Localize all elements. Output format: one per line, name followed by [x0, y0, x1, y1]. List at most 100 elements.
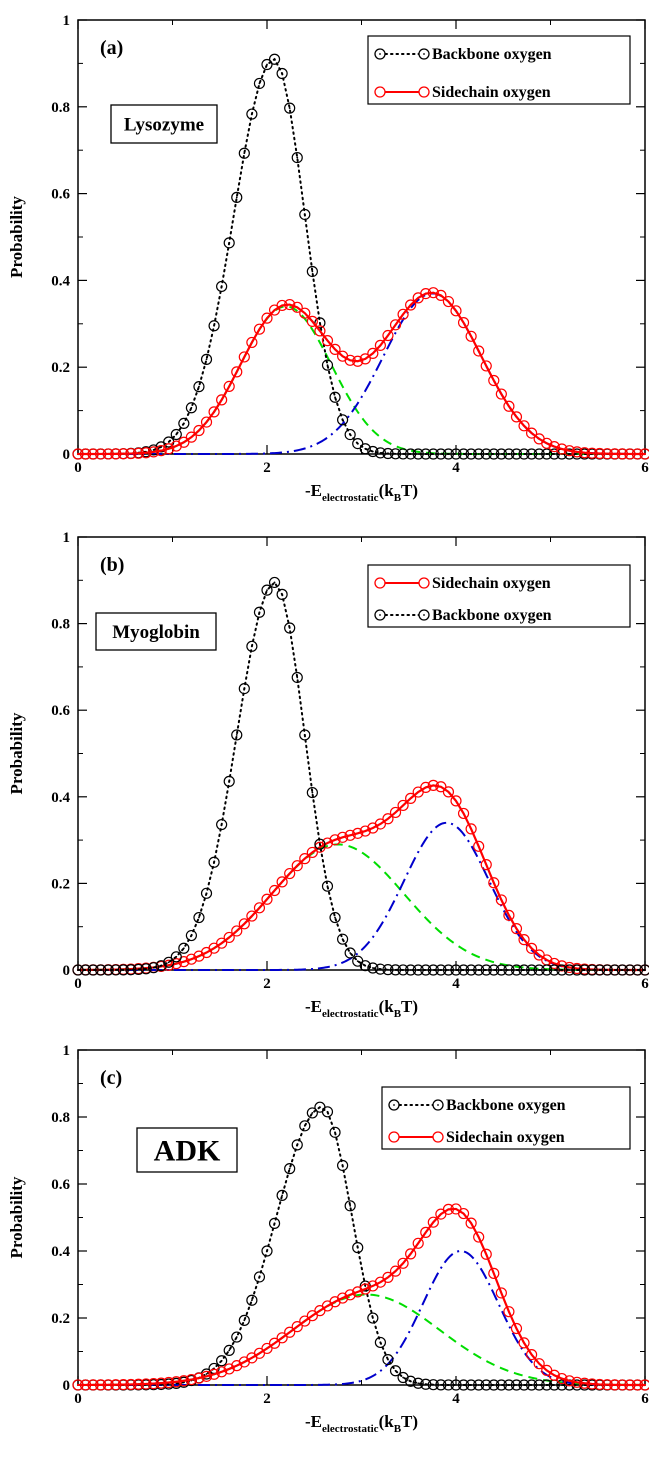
x-tick-label: 6 — [641, 976, 649, 992]
sidechain-point — [261, 893, 273, 905]
legend-marker-center — [379, 53, 381, 55]
backbone-point — [525, 1379, 538, 1391]
sidechain-point — [541, 437, 553, 449]
sidechain-point — [329, 343, 341, 355]
backbone-point-center — [477, 1384, 480, 1386]
sidechain-point — [397, 799, 409, 812]
sidechain-point — [624, 1379, 636, 1391]
backbone-point-center — [644, 969, 646, 971]
sidechain-point — [473, 345, 485, 357]
backbone-point — [503, 1379, 515, 1391]
x-axis-title-xlabel-paren-open: (k — [379, 997, 395, 1016]
backbone-point — [140, 963, 152, 975]
backbone-point-center — [402, 969, 404, 971]
sidechain-point — [359, 825, 371, 837]
fit-curve-blue-dashdot — [78, 821, 645, 971]
backbone-point-center — [296, 1143, 299, 1146]
backbone-point-center — [266, 63, 268, 66]
backbone-point — [223, 237, 235, 249]
protein-name: Lysozyme — [124, 115, 204, 136]
backbone-point-center — [402, 453, 404, 455]
sidechain-point — [231, 366, 243, 378]
protein-name-box — [95, 612, 217, 651]
backbone-point-center — [281, 72, 284, 75]
backbone-point — [155, 960, 167, 972]
backbone-point — [639, 964, 649, 976]
backbone-point — [533, 1379, 545, 1391]
backbone-point — [231, 191, 243, 203]
backbone-point — [110, 964, 122, 976]
backbone-point — [616, 964, 628, 976]
backbone-point-center — [228, 780, 231, 783]
sidechain-point — [117, 1378, 129, 1391]
sidechain-point — [442, 786, 455, 798]
backbone-point — [359, 960, 371, 972]
backbone-point-center — [485, 969, 488, 971]
sidechain-point — [132, 447, 145, 459]
sidechain-point — [216, 937, 228, 949]
backbone-point-center — [568, 969, 571, 971]
sidechain-point — [306, 1310, 318, 1322]
backbone-point-center — [485, 453, 488, 455]
backbone-point — [367, 962, 379, 974]
backbone-point-center — [182, 422, 185, 425]
sidechain-point — [291, 1321, 303, 1333]
sidechain-point — [102, 448, 114, 460]
sidechain-point — [140, 447, 152, 459]
sidechain-point — [185, 1373, 197, 1386]
backbone-point-center — [371, 1317, 374, 1319]
backbone-point-center — [235, 734, 238, 736]
sidechain-point — [548, 441, 560, 453]
sidechain-point — [246, 910, 258, 922]
sidechain-point — [208, 1368, 220, 1380]
backbone-point-center — [545, 453, 548, 455]
backbone-point-center — [288, 627, 291, 629]
backbone-point — [412, 1377, 424, 1389]
backbone-point — [601, 964, 613, 976]
backbone-point-center — [636, 969, 639, 971]
backbone-point — [609, 964, 621, 976]
backbone-point — [276, 67, 288, 80]
sidechain-point — [337, 1292, 349, 1304]
backbone-point — [132, 963, 145, 976]
backbone-point-center — [462, 1384, 465, 1386]
y-tick-label: 0.4 — [51, 273, 70, 289]
backbone-point-center — [319, 1106, 321, 1109]
sidechain-point — [87, 1379, 99, 1391]
backbone-point — [367, 445, 379, 458]
backbone-point — [306, 265, 318, 278]
backbone-point-center — [190, 406, 193, 409]
backbone-point-center — [402, 1376, 404, 1379]
backbone-point — [374, 447, 386, 459]
sidechain-point — [193, 1372, 205, 1384]
backbone-point-center — [417, 453, 420, 455]
backbone-point-center — [364, 964, 367, 967]
x-tick-label: 2 — [263, 976, 271, 992]
sidechain-point — [178, 436, 190, 448]
backbone-point — [352, 1242, 364, 1254]
backbone-point — [253, 1271, 266, 1283]
backbone-point-center — [417, 969, 420, 971]
backbone-point-center — [273, 1222, 276, 1225]
backbone-point-center — [160, 445, 163, 448]
backbone-point-center — [160, 964, 163, 967]
backbone-point-center — [77, 969, 79, 971]
backbone-point-center — [560, 969, 563, 971]
backbone-point-center — [508, 1384, 510, 1386]
backbone-point — [586, 964, 598, 976]
backbone-point — [624, 964, 636, 976]
sidechain-line — [76, 784, 647, 972]
backbone-point — [321, 1106, 334, 1118]
sidechain-point — [556, 1372, 568, 1385]
sidechain-point — [631, 1379, 644, 1391]
backbone-point-center — [432, 1383, 435, 1386]
backbone-point — [87, 964, 99, 976]
backbone-point-center — [538, 453, 541, 455]
sidechain-point — [95, 1379, 107, 1391]
sidechain-point — [563, 445, 576, 457]
x-axis-title-xlabel-sub: electrostatic — [322, 1423, 379, 1435]
sidechain-point — [457, 317, 470, 329]
backbone-point — [435, 964, 447, 976]
sidechain-point — [223, 380, 235, 393]
backbone-point — [359, 443, 371, 455]
